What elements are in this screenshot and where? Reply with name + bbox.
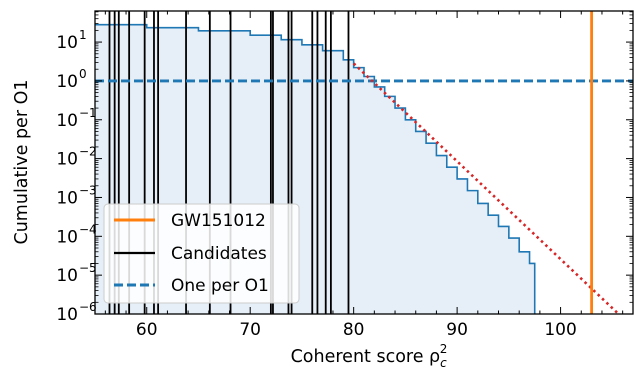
y-tick-label: 10 <box>56 266 78 286</box>
legend-box <box>103 203 300 304</box>
y-tick-label: 10 <box>56 305 78 325</box>
x-axis-label-sub: c <box>440 356 447 369</box>
y-tick-label: 10 <box>56 150 78 170</box>
legend: GW151012 Candidates One per O1 <box>103 203 300 304</box>
y-tick-label: 10 <box>56 188 78 208</box>
y-tick-label: 10 <box>56 227 78 247</box>
legend-label-one-per-o1: One per O1 <box>171 276 269 296</box>
fit-line <box>352 62 621 314</box>
legend-label-candidates: Candidates <box>171 244 267 264</box>
x-tick-label: 90 <box>446 320 468 340</box>
y-tick-label: 10 <box>56 33 78 53</box>
x-axis-label-sup: 2 <box>440 342 448 356</box>
background-curve <box>95 23 536 314</box>
y-tick-exponent: −4 <box>79 222 97 236</box>
x-tick-label: 60 <box>136 320 158 340</box>
y-tick-exponent: −2 <box>79 145 97 159</box>
y-tick-label: 10 <box>56 72 78 92</box>
x-tick-label: 100 <box>544 320 576 340</box>
y-tick-exponent: −6 <box>79 300 97 314</box>
x-axis-label: Coherent score ρc2 <box>291 342 448 369</box>
y-tick-exponent: 0 <box>79 67 87 81</box>
y-axis-label: Cumulative per O1 <box>12 80 32 245</box>
legend-label-gw151012: GW151012 <box>171 211 266 231</box>
y-tick-exponent: −1 <box>79 106 97 120</box>
y-tick-label: 10 <box>56 111 78 131</box>
x-tick-label: 70 <box>239 320 261 340</box>
x-tick-label: 80 <box>343 320 365 340</box>
y-tick-exponent: −3 <box>79 183 97 197</box>
y-tick-exponent: 1 <box>79 28 87 42</box>
y-tick-exponent: −5 <box>79 261 97 275</box>
